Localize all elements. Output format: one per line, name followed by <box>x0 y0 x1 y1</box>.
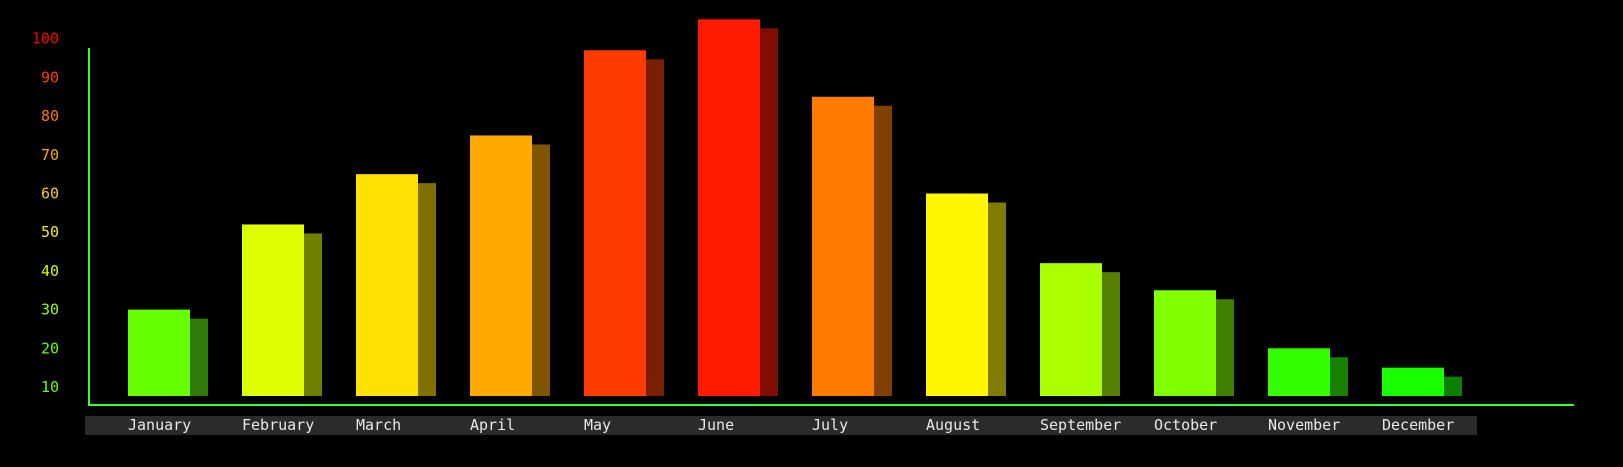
bar-shadow-september <box>1102 272 1120 396</box>
bar-january <box>128 309 190 396</box>
x-tick-label-march: March <box>356 416 401 434</box>
bar-may <box>584 50 646 397</box>
bar-shadow-march <box>418 183 436 396</box>
y-tick-label-90: 90 <box>41 68 59 86</box>
bar-shadow-november <box>1330 357 1348 396</box>
bars <box>128 19 1444 397</box>
bar-shadow-july <box>874 105 892 396</box>
bar-june <box>698 19 760 396</box>
bar-shadow-january <box>190 318 208 396</box>
x-axis-tick-labels: January February March April May June July Augu… <box>128 416 1454 434</box>
x-tick-label-december: December <box>1382 416 1454 434</box>
x-tick-label-november: November <box>1268 416 1340 434</box>
bar-september <box>1040 263 1102 396</box>
bar-july <box>812 96 874 396</box>
y-tick-label-100: 100 <box>32 30 59 48</box>
bar-shadow-may <box>646 59 664 397</box>
y-tick-label-50: 50 <box>41 223 59 241</box>
bar-december <box>1382 367 1444 396</box>
y-tick-label-40: 40 <box>41 262 59 280</box>
y-tick-label-20: 20 <box>41 339 59 357</box>
bar-shadow-december <box>1444 376 1462 396</box>
bar-october <box>1154 290 1216 396</box>
y-tick-label-60: 60 <box>41 185 59 203</box>
bar-shadow-june <box>760 28 778 396</box>
x-tick-label-january: January <box>128 416 191 434</box>
bar-august <box>926 193 988 396</box>
y-tick-label-30: 30 <box>41 301 59 319</box>
bar-shadow-august <box>988 202 1006 396</box>
x-tick-label-february: February <box>242 416 314 434</box>
x-axis-label-band <box>85 416 1477 435</box>
y-axis-tick-labels: 10 20 30 40 50 60 70 80 90 100 <box>32 30 59 396</box>
bar-shadow-february <box>304 233 322 396</box>
x-tick-label-may: May <box>584 416 611 434</box>
bar-shadow-october <box>1216 299 1234 396</box>
x-tick-label-april: April <box>470 416 515 434</box>
bar-shadows <box>190 28 1462 397</box>
bar-february <box>242 224 304 396</box>
y-tick-label-80: 80 <box>41 107 59 125</box>
x-tick-label-july: July <box>812 416 848 434</box>
x-tick-label-june: June <box>698 416 734 434</box>
bar-april <box>470 135 532 396</box>
y-tick-label-70: 70 <box>41 146 59 164</box>
x-tick-label-october: October <box>1154 416 1217 434</box>
x-tick-label-september: September <box>1040 416 1121 434</box>
x-tick-label-august: August <box>926 416 980 434</box>
y-tick-label-10: 10 <box>41 378 59 396</box>
bar-shadow-april <box>532 144 550 396</box>
bar-november <box>1268 348 1330 396</box>
bar-march <box>356 174 418 396</box>
